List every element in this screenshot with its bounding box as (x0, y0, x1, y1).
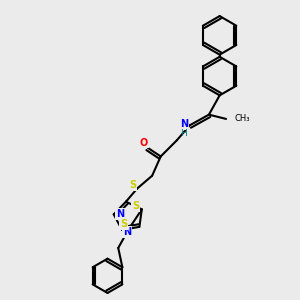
Text: N: N (116, 209, 124, 219)
Text: N: N (180, 119, 188, 129)
Text: S: S (129, 180, 137, 190)
Text: S: S (132, 201, 139, 211)
Text: O: O (140, 137, 148, 148)
Text: H: H (180, 129, 187, 138)
Text: S: S (120, 219, 127, 230)
Text: CH₃: CH₃ (235, 114, 250, 123)
Text: N: N (123, 227, 131, 237)
